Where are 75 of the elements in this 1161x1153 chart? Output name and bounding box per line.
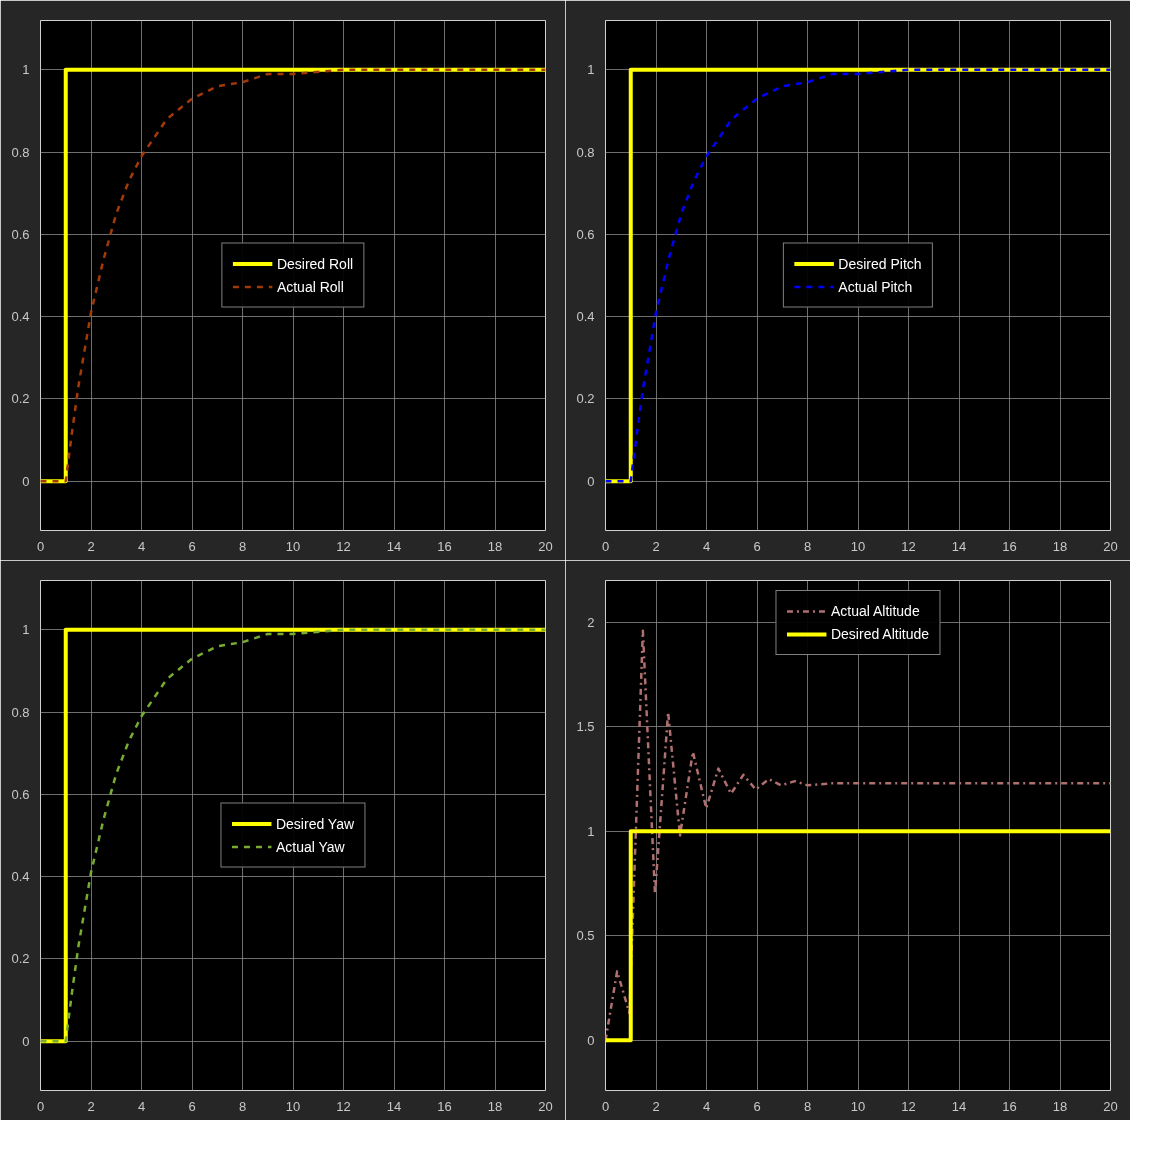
y-tick-label: 0.6 [11,786,30,802]
x-tick-label: 18 [1052,1098,1068,1114]
y-tick-label: 1 [587,62,595,78]
x-tick-label: 4 [137,538,146,554]
legend-label: Actual Roll [276,278,344,295]
y-tick-label: 0 [22,473,30,489]
legend-label: Actual Pitch [838,278,913,295]
x-tick-label: 14 [386,1098,402,1114]
x-tick-label: 20 [1103,1098,1118,1114]
x-tick-label: 6 [188,1098,196,1114]
x-tick-label: 12 [336,1098,351,1114]
legend-label: Desired Yaw [275,815,355,832]
y-tick-label: 0.5 [576,928,595,944]
x-tick-label: 18 [487,1098,503,1114]
y-tick-label: 0.6 [11,226,30,242]
x-tick-label: 6 [188,538,196,554]
x-tick-label: 4 [137,1098,146,1114]
x-tick-label: 2 [652,1098,660,1114]
x-tick-label: 10 [850,1098,866,1114]
y-tick-label: 0 [22,1033,30,1049]
y-tick-label: 0.2 [11,391,30,407]
x-tick-label: 18 [1052,538,1068,554]
x-tick-label: 14 [386,538,402,554]
x-tick-label: 6 [753,1098,761,1114]
x-tick-label: 14 [951,538,967,554]
x-tick-label: 12 [336,538,351,554]
x-tick-label: 4 [702,538,711,554]
legend-label: Actual Altitude [830,603,920,619]
x-tick-label: 0 [601,1098,610,1114]
y-tick-label: 0.8 [11,144,30,160]
y-tick-label: 0.4 [11,309,30,325]
y-tick-label: 2 [587,614,595,630]
x-tick-label: 8 [803,1098,812,1114]
y-tick-label: 1 [22,622,30,638]
x-tick-label: 4 [702,1098,711,1114]
x-tick-label: 20 [1103,538,1118,554]
x-tick-label: 20 [538,1098,553,1114]
y-tick-label: 1 [22,62,30,78]
y-tick-label: 0 [587,473,595,489]
y-tick-label: 1.5 [576,719,595,735]
x-tick-label: 6 [753,538,761,554]
y-tick-label: 0 [587,1032,595,1048]
legend-label: Desired Altitude [830,626,930,642]
x-tick-label: 16 [1002,1098,1017,1114]
x-tick-label: 0 [601,538,610,554]
y-tick-label: 0.4 [576,309,595,325]
y-tick-label: 0.2 [576,391,595,407]
x-tick-label: 18 [487,538,503,554]
x-tick-label: 2 [652,538,660,554]
x-tick-label: 16 [437,1098,452,1114]
legend-label: Actual Yaw [275,838,345,855]
x-tick-label: 10 [285,1098,301,1114]
x-tick-label: 14 [951,1098,967,1114]
y-tick-label: 1 [587,823,595,839]
x-tick-label: 12 [901,1098,916,1114]
y-tick-label: 0.2 [11,951,30,967]
x-tick-label: 10 [285,538,301,554]
y-tick-label: 0.8 [576,144,595,160]
x-tick-label: 12 [901,538,916,554]
y-tick-label: 0.4 [11,869,30,885]
x-tick-label: 16 [1002,538,1017,554]
x-tick-label: 8 [238,538,247,554]
x-tick-label: 2 [87,1098,95,1114]
x-tick-label: 0 [36,1098,45,1114]
x-tick-label: 10 [850,538,866,554]
legend-label: Desired Roll [276,255,354,272]
x-tick-label: 8 [238,1098,247,1114]
x-tick-label: 2 [87,538,95,554]
legend-label: Desired Pitch [838,255,922,272]
x-tick-label: 20 [538,538,553,554]
x-tick-label: 0 [36,538,45,554]
y-tick-label: 0.6 [576,226,595,242]
x-tick-label: 16 [437,538,452,554]
x-tick-label: 8 [803,538,812,554]
y-tick-label: 0.8 [11,704,30,720]
